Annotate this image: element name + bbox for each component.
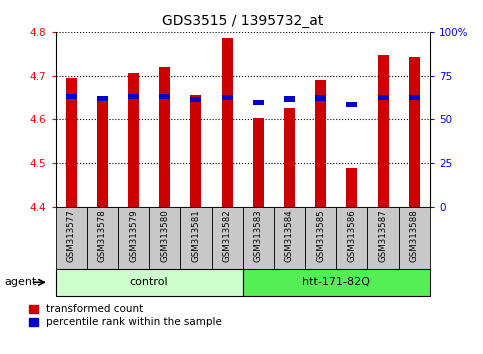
Bar — [180, 207, 212, 269]
Bar — [242, 269, 430, 296]
Bar — [128, 94, 139, 99]
Bar — [274, 207, 305, 269]
Bar — [315, 80, 326, 207]
Bar — [97, 96, 108, 101]
Bar — [346, 168, 357, 207]
Bar — [159, 94, 170, 99]
Bar — [149, 207, 180, 269]
Legend: transformed count, percentile rank within the sample: transformed count, percentile rank withi… — [29, 304, 222, 327]
Bar — [305, 207, 336, 269]
Text: GSM313584: GSM313584 — [285, 209, 294, 262]
Bar — [190, 95, 201, 207]
Bar — [87, 207, 118, 269]
Bar — [222, 95, 233, 100]
Bar — [346, 102, 357, 107]
Bar — [128, 74, 139, 207]
Bar — [253, 118, 264, 207]
Bar — [409, 57, 420, 207]
Bar — [56, 207, 87, 269]
Bar — [66, 94, 77, 99]
Bar — [368, 207, 398, 269]
Text: GSM313578: GSM313578 — [98, 209, 107, 262]
Text: GSM313582: GSM313582 — [223, 209, 232, 262]
Bar — [336, 207, 368, 269]
Bar — [315, 95, 326, 101]
Text: control: control — [130, 277, 169, 287]
Title: GDS3515 / 1395732_at: GDS3515 / 1395732_at — [162, 14, 324, 28]
Bar — [212, 207, 242, 269]
Bar — [242, 207, 274, 269]
Bar — [118, 207, 149, 269]
Text: GSM313587: GSM313587 — [379, 209, 387, 262]
Bar — [56, 269, 242, 296]
Text: GSM313577: GSM313577 — [67, 209, 76, 262]
Text: GSM313586: GSM313586 — [347, 209, 356, 262]
Bar — [159, 67, 170, 207]
Bar — [378, 95, 388, 100]
Text: htt-171-82Q: htt-171-82Q — [302, 277, 370, 287]
Bar — [284, 96, 295, 102]
Text: GSM313588: GSM313588 — [410, 209, 419, 262]
Text: GSM313580: GSM313580 — [160, 209, 169, 262]
Bar — [222, 39, 233, 207]
Text: GSM313581: GSM313581 — [191, 209, 200, 262]
Bar — [378, 55, 388, 207]
Bar — [398, 207, 430, 269]
Bar — [284, 108, 295, 207]
Bar — [190, 97, 201, 102]
Text: GSM313585: GSM313585 — [316, 209, 325, 262]
Bar — [66, 78, 77, 207]
Bar — [253, 100, 264, 105]
Text: GSM313579: GSM313579 — [129, 209, 138, 262]
Text: GSM313583: GSM313583 — [254, 209, 263, 262]
Bar — [97, 98, 108, 207]
Bar — [409, 95, 420, 100]
Text: agent: agent — [5, 277, 37, 287]
